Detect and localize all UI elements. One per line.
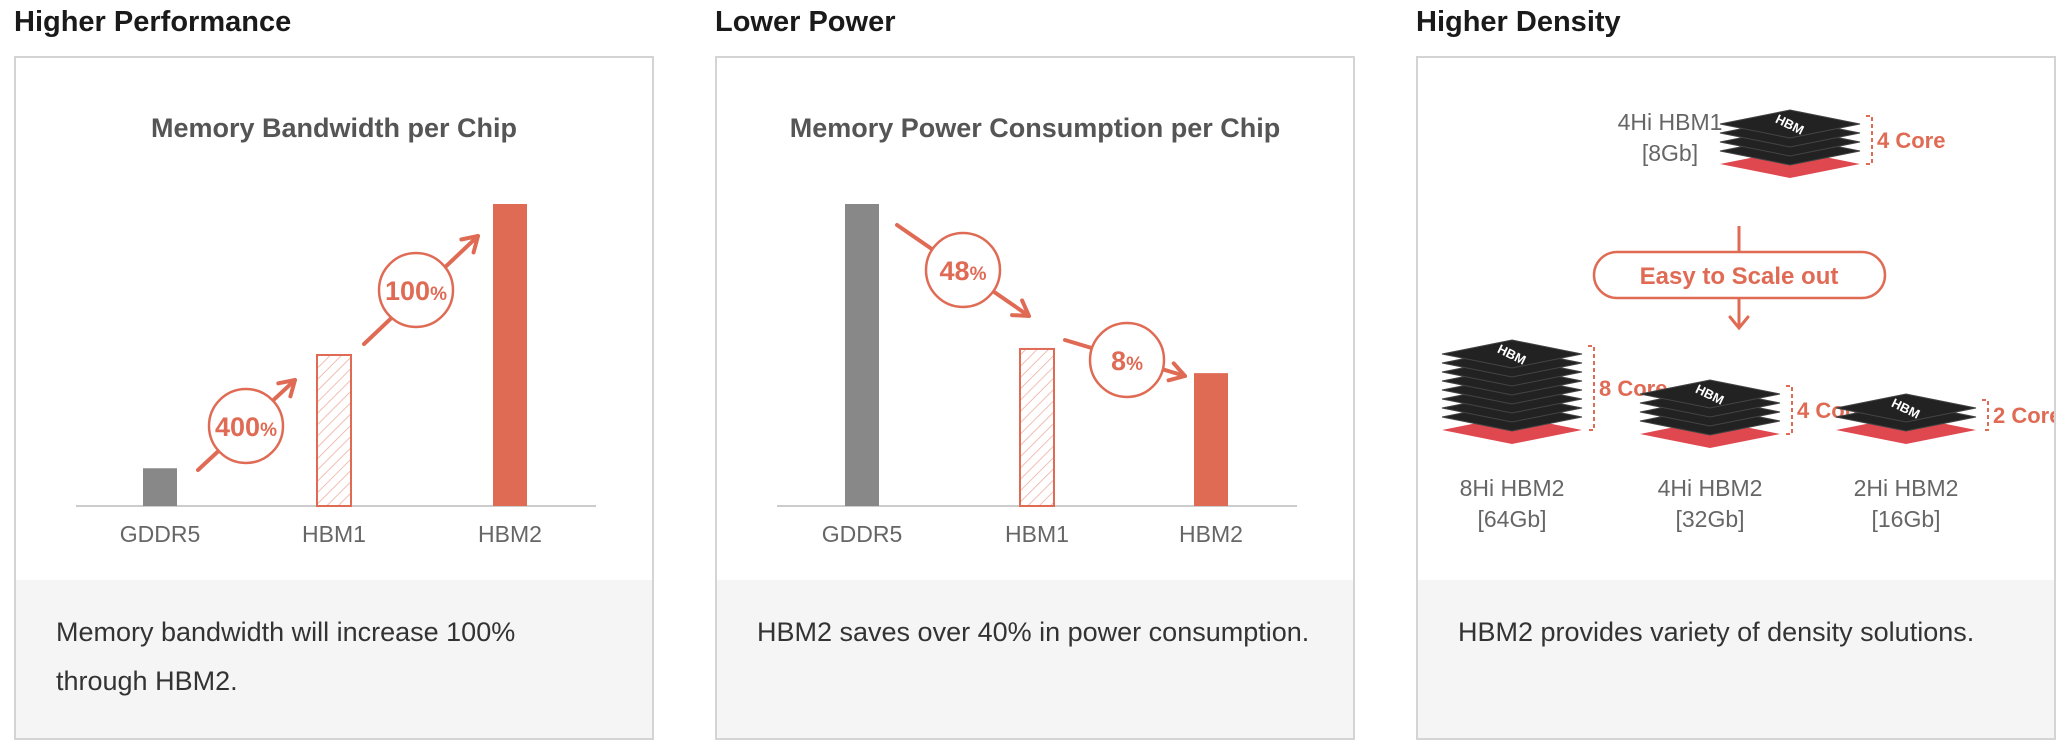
stack-4hi-hbm1-core-bracket [1866, 115, 1873, 165]
scale-arrow-head [1728, 315, 1750, 331]
diagram-card: 4Hi HBM1 [8Gb] HBM 4 Core Easy to Scale out H… [1416, 56, 2056, 740]
annotation-value: 100 [385, 276, 430, 306]
stack-2hi-hbm2-layer [1835, 393, 1977, 423]
stack-4hi-hbm1-capacity: [8Gb] [1642, 140, 1698, 166]
panel-density: Higher Density 4Hi HBM1 [8Gb] HBM 4 Core Eas… [1414, 0, 2056, 752]
tick-label-gddr5: GDDR5 [822, 521, 903, 547]
stack-8hi-hbm2-capacity: [64Gb] [1477, 506, 1546, 532]
scale-pill-label: Easy to Scale out [1640, 263, 1839, 290]
bar-gddr5 [143, 468, 177, 506]
power-chart: Memory Power Consumption per Chip GDDR5 HB… [777, 113, 1297, 547]
bar-hbm1 [1019, 347, 1055, 507]
panel-power: Lower Power Memory Power Consumption per… [713, 0, 1355, 752]
decline-arrow-2-head [1166, 361, 1187, 383]
annotation-unit: % [260, 420, 277, 441]
annotation-bubble-48 [924, 231, 1002, 309]
panel-heading: Higher Density [1416, 6, 1621, 38]
annotation-bubble-400-label: 400% [215, 412, 277, 442]
stack-4hi-hbm2-capacity: [32Gb] [1675, 506, 1744, 532]
tick-label-hbm1: HBM1 [302, 521, 366, 547]
annotation-bubble-100 [377, 251, 455, 329]
stack-8hi-hbm2-layer [1441, 339, 1583, 369]
bar-gddr5 [845, 204, 879, 506]
stack-4hi-hbm1-layer [1719, 109, 1861, 139]
bandwidth-chart: Memory Bandwidth per Chip GDDR5 HBM1 HBM2 40… [76, 113, 596, 547]
bar-hbm2 [1194, 373, 1228, 506]
stack-2hi-hbm2-core-bracket [1982, 399, 1989, 431]
annotation-unit: % [430, 284, 447, 305]
annotation-value: 400 [215, 412, 260, 442]
growth-arrow-2-head [459, 234, 480, 255]
stack-8hi-hbm2-core-bracket [1588, 345, 1595, 431]
annotation-unit: % [970, 264, 987, 285]
panel-caption: Memory bandwidth will increase 100% thro… [16, 580, 652, 738]
tick-label-hbm1: HBM1 [1005, 521, 1069, 547]
tick-label-hbm2: HBM2 [1179, 521, 1243, 547]
annotation-bubble-400 [207, 387, 285, 465]
decline-arrow-1-head [1010, 298, 1031, 318]
chart-title: Memory Bandwidth per Chip [151, 113, 517, 143]
stack-2hi-hbm2-name: 2Hi HBM2 [1854, 475, 1959, 501]
chart-card: Memory Power Consumption per Chip GDDR5 HB… [715, 56, 1355, 740]
growth-arrow-1-head [276, 378, 297, 399]
stack-4hi-hbm2-core-bracket [1786, 385, 1793, 435]
tick-label-gddr5: GDDR5 [120, 521, 201, 547]
annotation-unit: % [1126, 354, 1143, 375]
annotation-value: 48 [940, 256, 970, 286]
panel-caption: HBM2 provides variety of density solutio… [1418, 580, 2054, 738]
stack-4hi-hbm2-layer [1639, 379, 1781, 409]
bar-hbm1 [316, 354, 352, 507]
stack-4hi-hbm1-core-label: 4 Core [1877, 128, 1945, 153]
tick-label-hbm2: HBM2 [478, 521, 542, 547]
chart-title: Memory Power Consumption per Chip [790, 113, 1281, 143]
panel-heading: Higher Performance [14, 6, 292, 38]
annotation-bubble-8 [1088, 321, 1166, 399]
panel-caption: HBM2 saves over 40% in power consumption… [717, 580, 1353, 738]
stack-4hi-hbm1-name: 4Hi HBM1 [1618, 109, 1723, 135]
stack-8hi-hbm2-name: 8Hi HBM2 [1460, 475, 1565, 501]
stack-2hi-hbm2-capacity: [16Gb] [1871, 506, 1940, 532]
annotation-value: 8 [1111, 346, 1126, 376]
panel-performance: Higher Performance Memory Bandwidth per … [12, 0, 654, 752]
annotation-bubble-48-label: 48% [940, 256, 987, 286]
panel-heading: Lower Power [715, 6, 896, 38]
stack-2hi-hbm2-core-label: 2 Core [1993, 403, 2054, 428]
chart-card: Memory Bandwidth per Chip GDDR5 HBM1 HBM2 40… [14, 56, 654, 740]
stack-4hi-hbm2-name: 4Hi HBM2 [1658, 475, 1763, 501]
bar-hbm2 [493, 204, 527, 506]
annotation-bubble-100-label: 100% [385, 276, 447, 306]
annotation-bubble-8-label: 8% [1111, 346, 1143, 376]
